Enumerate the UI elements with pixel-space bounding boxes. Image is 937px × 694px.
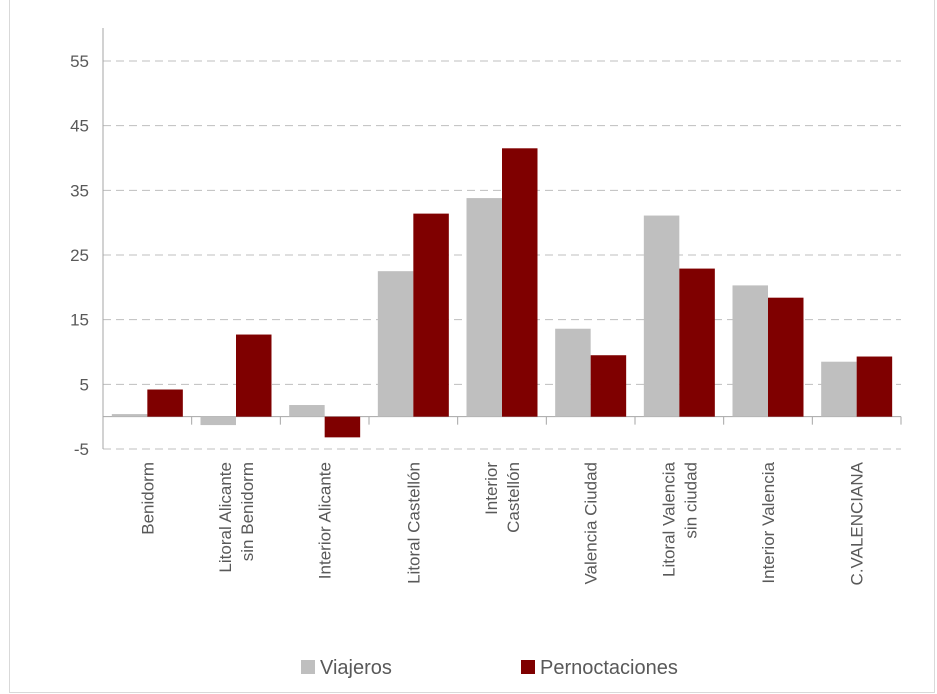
bar-pernoctaciones: [236, 334, 272, 417]
x-category-label: Valencia Ciudad: [582, 462, 601, 585]
x-category-label: Litoral Alicante: [216, 462, 235, 573]
bar-pernoctaciones: [590, 355, 627, 417]
legend-swatch: [301, 660, 315, 674]
bar-viajeros: [200, 416, 236, 426]
bar-pernoctaciones: [768, 297, 804, 417]
bar-pernoctaciones: [679, 268, 715, 417]
bar-viajeros: [555, 328, 591, 417]
bar-viajeros: [732, 285, 768, 417]
bar-pernoctaciones: [324, 416, 361, 438]
x-category-label: Castellón: [504, 462, 523, 533]
bars: [111, 148, 893, 438]
y-tick-label: 45: [70, 117, 89, 136]
bar-viajeros: [377, 271, 414, 417]
legend-label: Viajeros: [320, 657, 392, 679]
x-category-label: Litoral Valencia: [659, 461, 678, 577]
chart-frame: [9, 0, 935, 693]
x-category-label: Interior: [482, 462, 501, 515]
y-tick-label: -5: [74, 440, 89, 459]
legend: Viajeros Pernoctaciones: [301, 657, 678, 679]
bar-pernoctaciones: [147, 389, 183, 417]
x-category-label: sin ciudad: [681, 462, 700, 539]
bar-viajeros: [111, 414, 148, 417]
bar-pernoctaciones: [502, 148, 538, 417]
bar-pernoctaciones: [413, 213, 449, 417]
legend-label: Pernoctaciones: [540, 657, 678, 679]
bar-viajeros: [821, 361, 857, 417]
x-category-label: Benidorm: [138, 462, 157, 535]
bar-viajeros: [289, 405, 325, 417]
y-tick-label: 5: [80, 375, 89, 394]
x-category-label: Interior Valencia: [759, 461, 778, 583]
bar-viajeros: [643, 215, 680, 417]
y-tick-label: 15: [70, 311, 89, 330]
y-axis-tick-labels: -5 5 15 25 35 45 55: [70, 52, 89, 459]
x-category-label: Litoral Castellón: [404, 462, 423, 584]
x-category-label: C.VALENCIANA: [848, 461, 867, 585]
bar-pernoctaciones: [856, 356, 893, 417]
x-category-label: sin Benidorm: [238, 462, 257, 561]
legend-swatch: [521, 660, 535, 674]
y-tick-label: 55: [70, 52, 89, 71]
x-axis-category-labels: Benidorm Litoral Alicante sin Benidorm Inte…: [138, 461, 866, 585]
y-tick-label: 25: [70, 246, 89, 265]
y-tick-label: 35: [70, 181, 89, 200]
bar-viajeros: [466, 198, 502, 417]
x-category-label: Interior Alicante: [316, 462, 335, 579]
